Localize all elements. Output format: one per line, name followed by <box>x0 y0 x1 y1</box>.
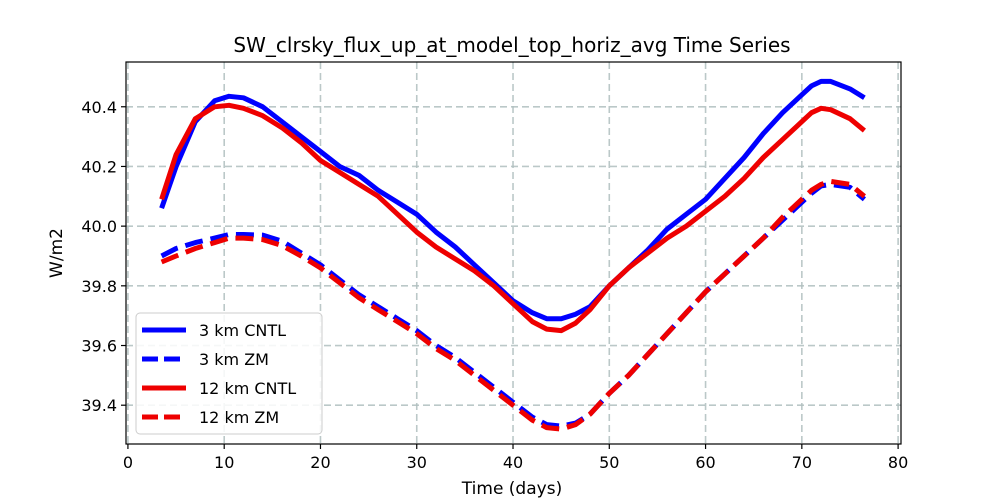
chart-title: SW_clrsky_flux_up_at_model_top_horiz_avg… <box>233 33 790 57</box>
x-tick-label: 60 <box>695 453 715 472</box>
legend-label: 3 km CNTL <box>199 321 286 340</box>
x-tick-label: 80 <box>888 453 908 472</box>
x-tick-label: 30 <box>407 453 427 472</box>
y-tick-label: 39.6 <box>81 337 117 356</box>
x-tick-label: 40 <box>503 453 523 472</box>
x-axis-ticks: 0 10 20 30 40 50 60 70 80 <box>123 444 908 472</box>
legend-box <box>135 312 323 435</box>
y-axis-label: W/m2 <box>47 228 67 278</box>
x-axis-label: Time (days) <box>461 479 562 499</box>
legend-label: 12 km CNTL <box>199 379 296 398</box>
legend-label: 3 km ZM <box>199 350 269 369</box>
x-tick-label: 10 <box>214 453 234 472</box>
y-tick-label: 39.8 <box>81 277 117 296</box>
y-tick-label: 39.4 <box>81 396 117 415</box>
series-lines <box>159 78 867 432</box>
y-axis-ticks: 39.4 39.6 39.8 40.0 40.2 40.4 <box>81 98 126 415</box>
x-tick-label: 50 <box>599 453 619 472</box>
series-line-12-km-zm <box>160 178 866 432</box>
y-tick-label: 40.2 <box>81 157 117 176</box>
x-tick-label: 20 <box>310 453 330 472</box>
x-tick-label: 70 <box>792 453 812 472</box>
series-line-12-km-cntl <box>159 102 866 334</box>
y-tick-label: 40.4 <box>81 98 117 117</box>
legend-label: 12 km ZM <box>199 408 279 427</box>
y-tick-label: 40.0 <box>81 217 117 236</box>
legend: 3 km CNTL 3 km ZM 12 km CNTL 12 km ZM <box>135 312 323 435</box>
series-line-3-km-cntl <box>159 78 866 322</box>
x-tick-label: 0 <box>123 453 133 472</box>
